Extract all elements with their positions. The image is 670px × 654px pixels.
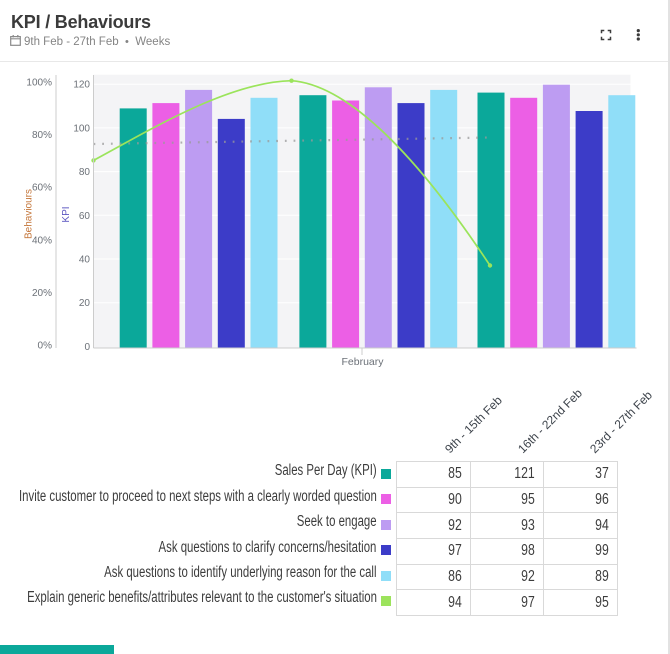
svg-text:80%: 80% <box>32 130 52 141</box>
svg-text:80: 80 <box>79 167 91 178</box>
svg-text:100%: 100% <box>26 78 52 89</box>
svg-text:60: 60 <box>79 211 91 222</box>
svg-text:20%: 20% <box>32 288 52 299</box>
svg-text:100: 100 <box>73 123 90 134</box>
svg-text:40%: 40% <box>32 235 52 246</box>
svg-text:0: 0 <box>84 342 90 353</box>
svg-text:120: 120 <box>73 80 90 91</box>
svg-text:40: 40 <box>79 255 91 266</box>
svg-text:February: February <box>341 356 384 368</box>
svg-text:60%: 60% <box>32 183 52 194</box>
svg-text:KPI: KPI <box>61 206 72 222</box>
svg-text:0%: 0% <box>38 341 53 352</box>
svg-text:20: 20 <box>79 298 91 309</box>
svg-text:Behaviours: Behaviours <box>24 189 35 239</box>
